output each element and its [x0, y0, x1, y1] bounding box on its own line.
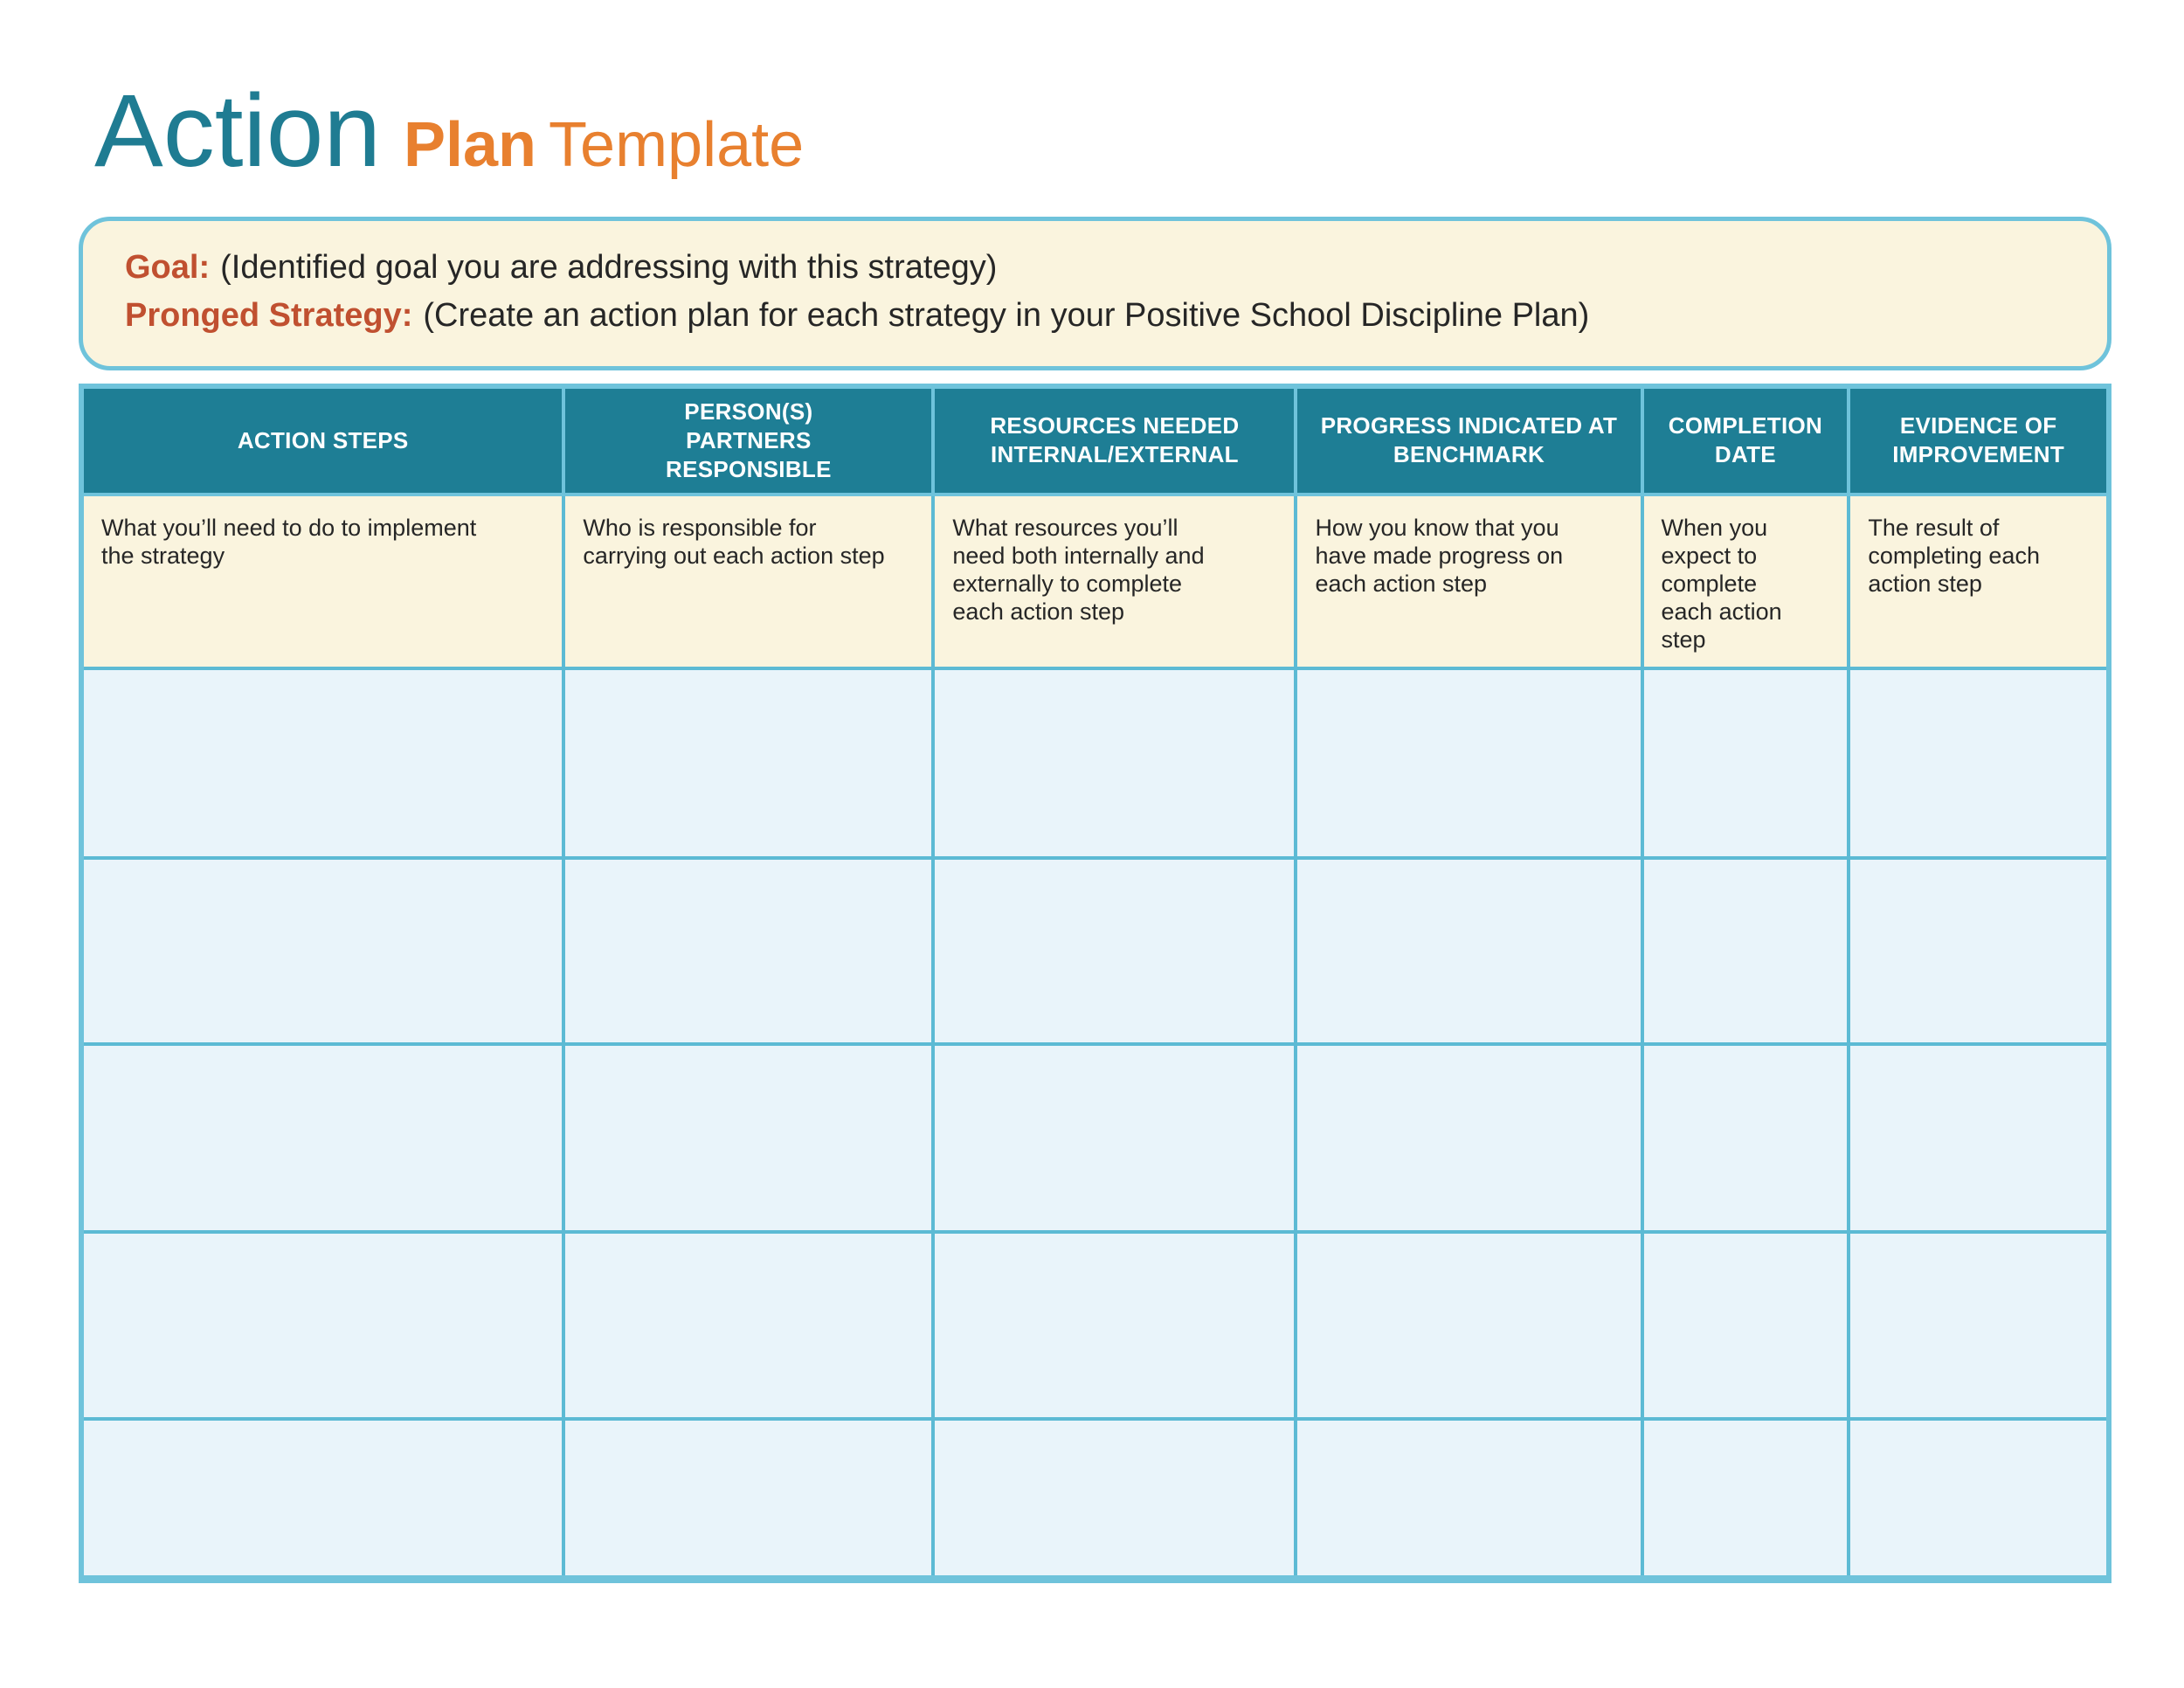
- goal-placeholder-text: (Identified goal you are addressing with…: [220, 248, 998, 286]
- description-resources-needed: What resources you’ll need both internal…: [935, 495, 1298, 670]
- empty-cell-row4-col5[interactable]: [1643, 1233, 1851, 1421]
- empty-cell-row2-col4[interactable]: [1297, 859, 1644, 1046]
- empty-cell-row2-col5[interactable]: [1643, 859, 1851, 1046]
- strategy-label: Pronged Strategy:: [125, 296, 413, 334]
- title-word-action: Action: [94, 73, 381, 189]
- empty-cell-row2-col6[interactable]: [1850, 859, 2106, 1046]
- empty-cell-row5-col2[interactable]: [565, 1420, 936, 1575]
- empty-cell-row1-col1[interactable]: [84, 669, 566, 860]
- title-word-plan: Plan: [403, 110, 537, 180]
- empty-cell-row1-col5[interactable]: [1643, 669, 1851, 860]
- header-progress-indicated: PROGRESS INDICATED AT BENCHMARK: [1297, 388, 1644, 496]
- description-evidence-of-improvement: The result of completing each action ste…: [1850, 495, 2106, 670]
- empty-cell-row5-col1[interactable]: [84, 1420, 566, 1575]
- empty-cell-row3-col6[interactable]: [1850, 1045, 2106, 1234]
- header-completion-date: COMPLETION DATE: [1643, 388, 1851, 496]
- header-resources-needed: RESOURCES NEEDED INTERNAL/EXTERNAL: [935, 388, 1298, 496]
- strategy-placeholder-text: (Create an action plan for each strategy…: [423, 296, 1590, 334]
- empty-cell-row2-col1[interactable]: [84, 859, 566, 1046]
- empty-cell-row4-col6[interactable]: [1850, 1233, 2106, 1421]
- goal-box: Goal: (Identified goal you are addressing…: [79, 216, 2111, 370]
- empty-cell-row3-col4[interactable]: [1297, 1045, 1644, 1234]
- empty-cell-row5-col6[interactable]: [1850, 1420, 2106, 1575]
- empty-cell-row3-col5[interactable]: [1643, 1045, 1851, 1234]
- empty-cell-row3-col1[interactable]: [84, 1045, 566, 1234]
- empty-cell-row2-col2[interactable]: [565, 859, 936, 1046]
- empty-cell-row1-col3[interactable]: [935, 669, 1298, 860]
- empty-cell-row4-col4[interactable]: [1297, 1233, 1644, 1421]
- description-progress-indicated: How you know that you have made progress…: [1297, 495, 1644, 670]
- goal-line: Goal: (Identified goal you are addressing…: [125, 244, 2072, 292]
- empty-cell-row4-col1[interactable]: [84, 1233, 566, 1421]
- description-action-steps: What you’ll need to do to implement the …: [84, 495, 566, 670]
- header-action-steps: ACTION STEPS: [84, 388, 566, 496]
- description-completion-date: When you expect to complete each action …: [1643, 495, 1851, 670]
- empty-cell-row5-col4[interactable]: [1297, 1420, 1644, 1575]
- title-word-template: Template: [549, 110, 805, 180]
- action-plan-table: ACTION STEPS PERSON(S) PARTNERS RESPONSI…: [79, 383, 2111, 1583]
- empty-cell-row4-col3[interactable]: [935, 1233, 1298, 1421]
- empty-cell-row1-col2[interactable]: [565, 669, 936, 860]
- goal-label: Goal:: [125, 248, 211, 286]
- empty-cell-row5-col3[interactable]: [935, 1420, 1298, 1575]
- page-title: Action Plan Template: [0, 0, 2184, 194]
- empty-cell-row3-col3[interactable]: [935, 1045, 1298, 1234]
- empty-cell-row2-col3[interactable]: [935, 859, 1298, 1046]
- strategy-line: Pronged Strategy: (Create an action plan …: [125, 292, 2072, 340]
- header-evidence-of-improvement: EVIDENCE OF IMPROVEMENT: [1850, 388, 2106, 496]
- header-persons-partners-responsible: PERSON(S) PARTNERS RESPONSIBLE: [565, 388, 936, 496]
- empty-cell-row5-col5[interactable]: [1643, 1420, 1851, 1575]
- empty-cell-row3-col2[interactable]: [565, 1045, 936, 1234]
- empty-cell-row1-col6[interactable]: [1850, 669, 2106, 860]
- empty-cell-row1-col4[interactable]: [1297, 669, 1644, 860]
- empty-cell-row4-col2[interactable]: [565, 1233, 936, 1421]
- description-persons-responsible: Who is responsible for carrying out each…: [565, 495, 936, 670]
